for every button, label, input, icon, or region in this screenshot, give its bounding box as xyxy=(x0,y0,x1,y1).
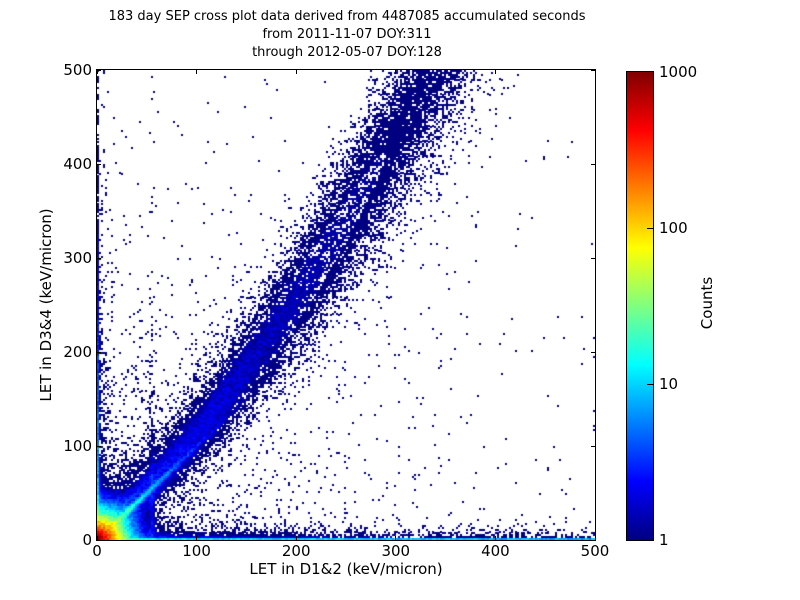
colorbar-gradient xyxy=(627,72,653,540)
x-tick-mark xyxy=(295,70,297,74)
y-axis-label: LET in D3&4 (keV/micron) xyxy=(37,208,55,402)
heatmap-canvas xyxy=(97,70,595,540)
y-tick-label: 0 xyxy=(82,531,92,549)
colorbar-tick-mark xyxy=(647,227,653,229)
x-tick-mark xyxy=(196,70,198,74)
x-tick-mark xyxy=(196,536,198,540)
title-line-2: from 2011-11-07 DOY:311 xyxy=(262,27,432,42)
x-tick-label: 0 xyxy=(92,542,102,560)
y-tick-mark xyxy=(591,351,595,353)
y-tick-mark xyxy=(97,163,101,165)
chart-title: 183 day SEP cross plot data derived from… xyxy=(72,8,622,62)
y-tick-mark xyxy=(591,163,595,165)
title-line-3: through 2012-05-07 DOY:128 xyxy=(252,45,442,60)
x-tick-mark xyxy=(295,536,297,540)
title-line-1: 183 day SEP cross plot data derived from… xyxy=(108,9,586,24)
y-tick-label: 500 xyxy=(63,61,92,79)
x-axis-label: LET in D1&2 (keV/micron) xyxy=(249,560,443,578)
x-tick-label: 300 xyxy=(381,542,411,560)
x-tick-mark xyxy=(96,70,98,74)
y-tick-label: 400 xyxy=(63,155,92,173)
y-tick-mark xyxy=(97,445,101,447)
y-tick-mark xyxy=(591,539,595,541)
colorbar-tick-mark xyxy=(647,383,653,385)
colorbar-tick-label: 1000 xyxy=(659,63,698,81)
y-tick-mark xyxy=(97,69,101,71)
y-tick-mark xyxy=(591,69,595,71)
colorbar-tick-label: 100 xyxy=(659,219,688,237)
y-tick-mark xyxy=(97,539,101,541)
colorbar xyxy=(626,71,654,541)
x-tick-mark xyxy=(395,70,397,74)
x-tick-mark xyxy=(395,536,397,540)
x-tick-label: 500 xyxy=(580,542,610,560)
colorbar-tick-label: 1 xyxy=(659,531,669,549)
colorbar-tick-label: 10 xyxy=(659,375,679,393)
x-tick-mark xyxy=(494,536,496,540)
y-tick-mark xyxy=(591,445,595,447)
y-tick-label: 300 xyxy=(63,249,92,267)
x-tick-label: 200 xyxy=(281,542,311,560)
x-tick-label: 100 xyxy=(182,542,211,560)
y-tick-label: 100 xyxy=(63,437,92,455)
x-tick-mark xyxy=(594,70,596,74)
y-tick-label: 200 xyxy=(63,343,92,361)
x-tick-mark xyxy=(594,536,596,540)
y-tick-mark xyxy=(97,351,101,353)
colorbar-axis-label: Counts xyxy=(698,276,716,330)
x-tick-mark xyxy=(494,70,496,74)
plot-area xyxy=(96,69,596,541)
y-tick-mark xyxy=(97,257,101,259)
x-tick-label: 400 xyxy=(481,542,510,560)
y-tick-mark xyxy=(591,257,595,259)
x-tick-mark xyxy=(96,536,98,540)
